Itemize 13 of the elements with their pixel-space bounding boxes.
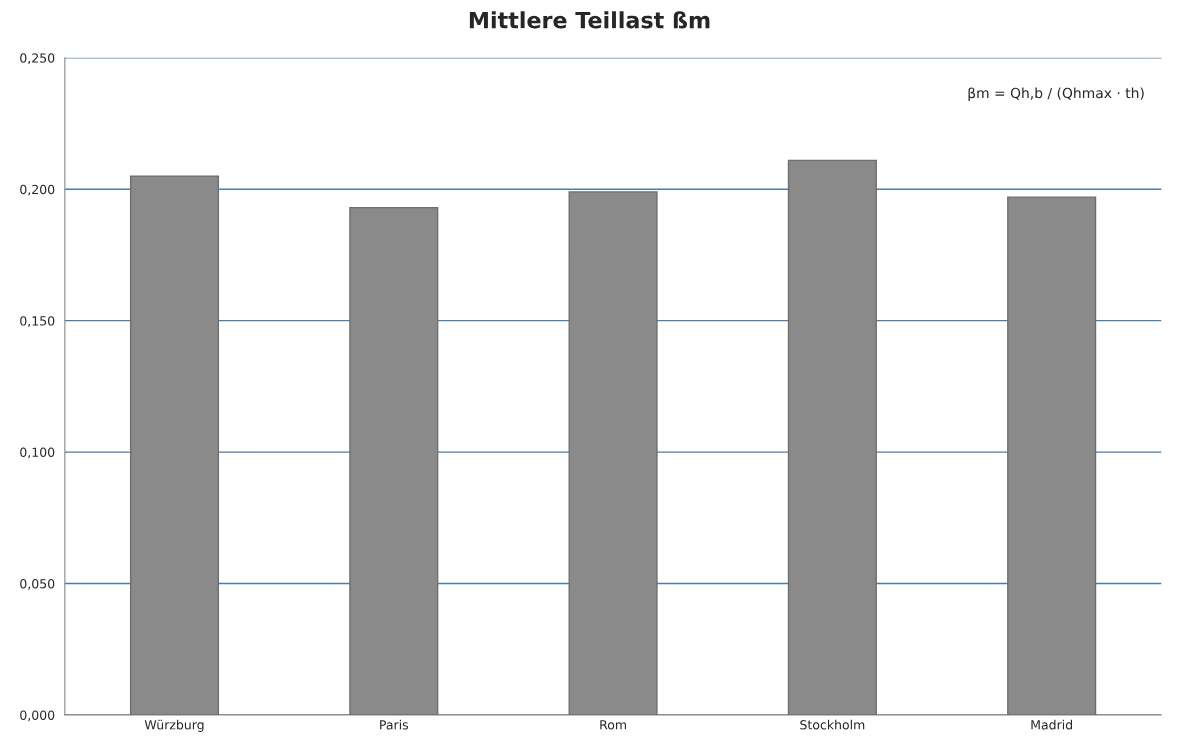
y-tick-label: 0,150 — [20, 316, 55, 327]
x-tick-label: Würzburg — [144, 719, 204, 732]
y-tick-label: 0,100 — [20, 447, 55, 459]
y-tick-label: 0,000 — [20, 710, 55, 722]
y-tick-label: 0,250 — [20, 53, 55, 65]
y-tick-label: 0,200 — [20, 184, 55, 196]
x-tick-label: Paris — [380, 719, 409, 730]
x-tick-label: Rom — [600, 720, 626, 730]
chart-title: Mittlere Teillast ßm — [469, 11, 710, 29]
y-tick-label: 0,050 — [20, 579, 55, 590]
annotation: βm = Qh,b / (Qhmax · th) — [968, 87, 1144, 101]
x-tick-label: Stockholm — [800, 719, 865, 730]
x-tick-label: Madrid — [1031, 719, 1072, 730]
